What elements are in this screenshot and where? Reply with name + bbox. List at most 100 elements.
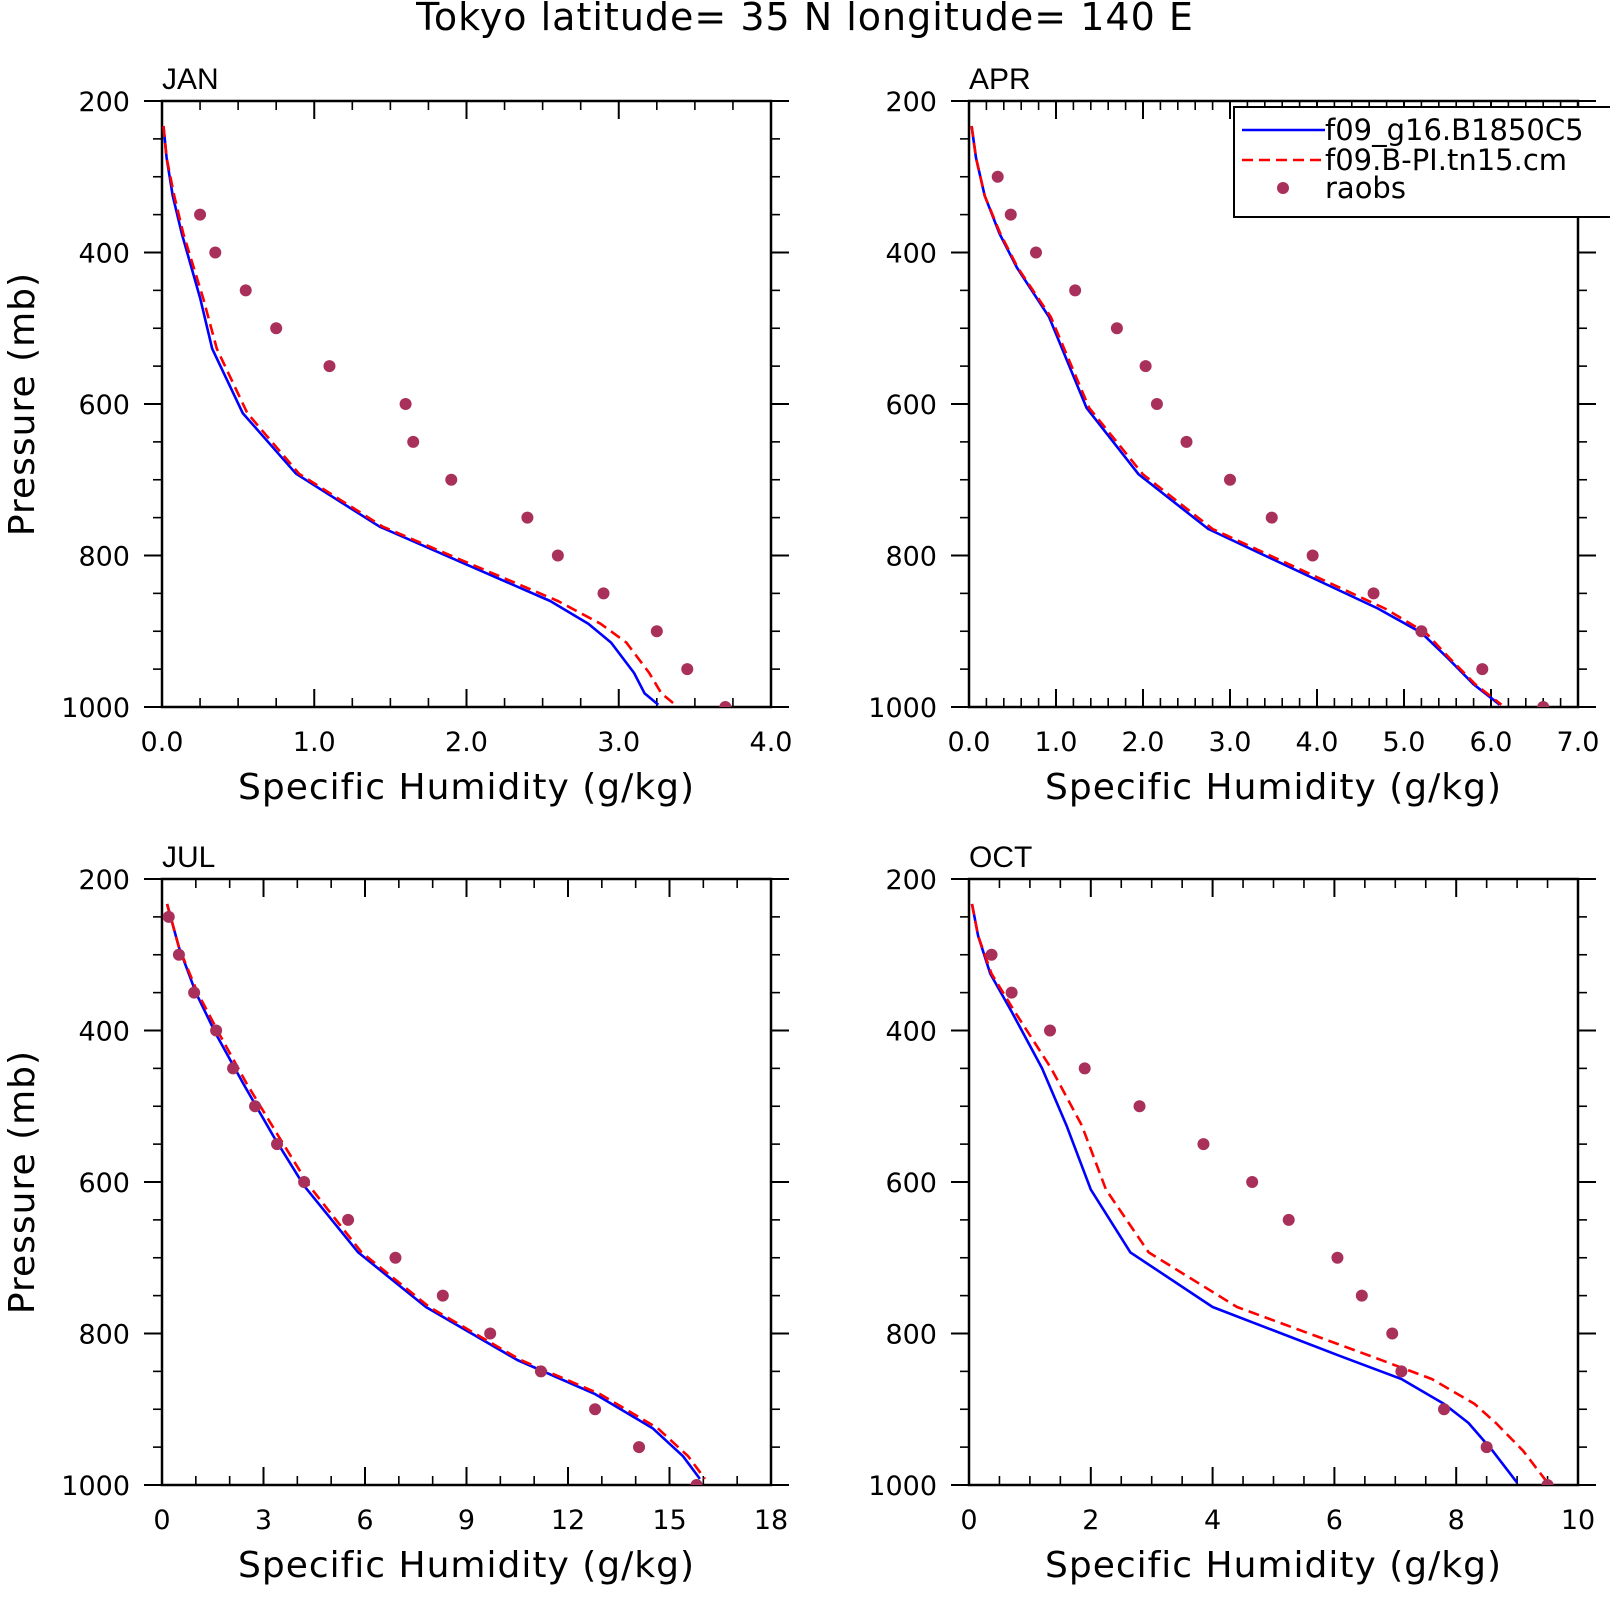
series-line-f09-b-pi-tn15 bbox=[162, 125, 676, 706]
plot-area bbox=[970, 903, 1554, 1485]
y-tick-label: 1000 bbox=[61, 1471, 130, 1502]
raobs-point bbox=[389, 1251, 402, 1264]
x-tick-label: 6 bbox=[356, 1505, 373, 1536]
raobs-point bbox=[1133, 1100, 1146, 1113]
raobs-point bbox=[1004, 208, 1017, 221]
y-tick-label: 1000 bbox=[868, 1471, 937, 1502]
x-tick-label: 6.0 bbox=[1470, 727, 1513, 758]
x-tick-label: 3 bbox=[255, 1505, 272, 1536]
raobs-point bbox=[1150, 398, 1163, 410]
raobs-point bbox=[1395, 1365, 1408, 1378]
x-tick-label: 2.0 bbox=[445, 727, 488, 758]
raobs-point bbox=[1139, 360, 1152, 373]
y-tick-label: 400 bbox=[885, 239, 937, 270]
raobs-point bbox=[436, 1289, 449, 1302]
plot-frame bbox=[967, 877, 1580, 1487]
raobs-point bbox=[597, 587, 610, 600]
x-tick-label: 1.0 bbox=[293, 727, 336, 758]
raobs-point bbox=[681, 663, 694, 676]
y-tick-label: 1000 bbox=[61, 693, 130, 724]
x-tick-label: 6 bbox=[1326, 1505, 1343, 1536]
legend-label: f09_g16.B1850C5 bbox=[1325, 113, 1584, 147]
raobs-point bbox=[551, 549, 564, 562]
x-tick-label: 2.0 bbox=[1122, 727, 1165, 758]
raobs-point bbox=[1043, 1024, 1056, 1037]
raobs-point bbox=[1246, 1176, 1259, 1188]
y-axis-label: Pressure (mb) bbox=[2, 1050, 43, 1314]
raobs-point bbox=[172, 948, 185, 961]
y-tick-label: 200 bbox=[78, 865, 130, 896]
y-tick-label: 1000 bbox=[868, 693, 937, 724]
x-tick-label: 10 bbox=[1561, 1505, 1595, 1536]
raobs-point bbox=[521, 511, 534, 524]
raobs-point bbox=[1029, 246, 1042, 259]
x-axis-label: Specific Humidity (g/kg) bbox=[238, 767, 695, 808]
y-axis-label: Pressure (mb) bbox=[2, 272, 43, 536]
x-tick-label: 1.0 bbox=[1035, 727, 1078, 758]
raobs-point bbox=[1537, 701, 1550, 707]
x-tick-label: 8 bbox=[1448, 1505, 1465, 1536]
plot-area bbox=[162, 903, 707, 1485]
raobs-point bbox=[534, 1365, 547, 1378]
raobs-point bbox=[298, 1176, 311, 1188]
series-line-f09-b-pi-tn15 bbox=[165, 903, 707, 1480]
x-tick-label: 18 bbox=[754, 1505, 788, 1536]
x-axis-label: Specific Humidity (g/kg) bbox=[1045, 767, 1502, 808]
legend-label: raobs bbox=[1325, 171, 1406, 205]
raobs-point bbox=[1306, 549, 1319, 562]
raobs-point bbox=[1078, 1062, 1091, 1075]
raobs-point bbox=[270, 322, 283, 335]
series-line-f09-b-pi-tn15 bbox=[970, 903, 1549, 1484]
raobs-point bbox=[407, 435, 420, 448]
raobs-point bbox=[445, 473, 458, 486]
x-tick-label: 0.0 bbox=[948, 727, 991, 758]
legend-swatch-marker bbox=[1277, 182, 1289, 194]
raobs-point bbox=[1480, 1441, 1493, 1454]
y-tick-label: 200 bbox=[885, 87, 937, 118]
raobs-point bbox=[1069, 284, 1082, 297]
raobs-point bbox=[194, 208, 207, 221]
y-tick-label: 600 bbox=[885, 1168, 937, 1199]
x-tick-label: 0 bbox=[153, 1505, 170, 1536]
series-line-f09-g16-b1850c5 bbox=[970, 903, 1519, 1484]
raobs-point bbox=[1282, 1213, 1295, 1226]
x-tick-label: 15 bbox=[652, 1505, 686, 1536]
x-tick-label: 3.0 bbox=[1209, 727, 1252, 758]
y-tick-label: 600 bbox=[885, 390, 937, 421]
raobs-point bbox=[1265, 511, 1278, 524]
raobs-point bbox=[162, 910, 175, 923]
series-line-f09-g16-b1850c5 bbox=[165, 903, 701, 1480]
plot-area bbox=[970, 125, 1550, 707]
raobs-point bbox=[323, 360, 336, 373]
plot-frame bbox=[160, 877, 773, 1487]
raobs-point bbox=[1541, 1479, 1554, 1485]
raobs-point bbox=[271, 1138, 284, 1151]
plot-frame bbox=[160, 99, 773, 709]
y-tick-label: 400 bbox=[78, 239, 130, 270]
raobs-point bbox=[1355, 1289, 1368, 1302]
x-tick-label: 2 bbox=[1082, 1505, 1099, 1536]
x-axis-label: Specific Humidity (g/kg) bbox=[1045, 1545, 1502, 1586]
x-axis-label: Specific Humidity (g/kg) bbox=[238, 1545, 695, 1586]
y-tick-label: 800 bbox=[78, 1320, 130, 1351]
x-tick-label: 5.0 bbox=[1383, 727, 1426, 758]
raobs-point bbox=[633, 1441, 646, 1454]
raobs-point bbox=[1415, 625, 1428, 638]
y-tick-label: 400 bbox=[78, 1017, 130, 1048]
raobs-point bbox=[1180, 435, 1193, 448]
panel-jul: JUL 0 3 6 9 12 15 18 200 400 600 800 1000 Specific Hu… bbox=[2, 841, 789, 1586]
raobs-point bbox=[1386, 1327, 1399, 1340]
x-tick-label: 0 bbox=[960, 1505, 977, 1536]
raobs-point bbox=[1367, 587, 1380, 600]
raobs-point bbox=[1331, 1251, 1344, 1264]
legend-box bbox=[1233, 106, 1610, 218]
raobs-point bbox=[589, 1403, 602, 1416]
x-tick-label: 7.0 bbox=[1557, 727, 1600, 758]
raobs-point bbox=[1005, 986, 1018, 999]
x-tick-label: 4.0 bbox=[1296, 727, 1339, 758]
x-tick-label: 4.0 bbox=[750, 727, 793, 758]
y-tick-label: 200 bbox=[885, 865, 937, 896]
raobs-point bbox=[209, 246, 222, 259]
raobs-point bbox=[650, 625, 663, 638]
